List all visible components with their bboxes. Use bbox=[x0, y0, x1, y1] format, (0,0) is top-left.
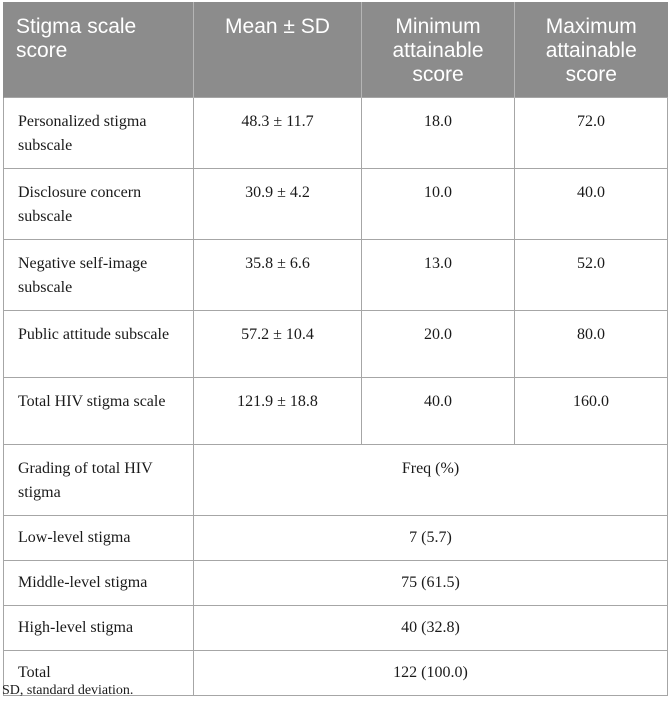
header-minimum-score: Minimum attainable score bbox=[361, 2, 515, 98]
max-score-cell: 40.0 bbox=[514, 168, 668, 240]
table-row: High-level stigma 40 (32.8) bbox=[3, 605, 668, 651]
freq-header-cell: Freq (%) bbox=[193, 444, 668, 516]
header-stigma-scale-score: Stigma scale score bbox=[3, 2, 194, 98]
row-label: Public attitude subscale bbox=[3, 310, 194, 378]
mean-sd-cell: 57.2 ± 10.4 bbox=[193, 310, 362, 378]
mean-sd-cell: 30.9 ± 4.2 bbox=[193, 168, 362, 240]
grading-label: Grading of total HIV stigma bbox=[3, 444, 194, 516]
mean-sd-cell: 48.3 ± 11.7 bbox=[193, 97, 362, 169]
max-score-cell: 72.0 bbox=[514, 97, 668, 169]
table-row: Public attitude subscale 57.2 ± 10.4 20.… bbox=[3, 310, 668, 378]
min-score-cell: 40.0 bbox=[361, 377, 515, 445]
table-row: Total HIV stigma scale 121.9 ± 18.8 40.0… bbox=[3, 377, 668, 445]
mean-sd-cell: 35.8 ± 6.6 bbox=[193, 239, 362, 311]
freq-cell: 7 (5.7) bbox=[193, 515, 668, 561]
mean-sd-cell: 121.9 ± 18.8 bbox=[193, 377, 362, 445]
stigma-table-container: Stigma scale score Mean ± SD Minimum att… bbox=[3, 2, 668, 696]
table-footnote: SD, standard deviation. bbox=[2, 683, 134, 698]
freq-cell: 75 (61.5) bbox=[193, 560, 668, 606]
min-score-cell: 18.0 bbox=[361, 97, 515, 169]
freq-cell: 40 (32.8) bbox=[193, 605, 668, 651]
max-score-cell: 80.0 bbox=[514, 310, 668, 378]
row-label: Personalized stigma subscale bbox=[3, 97, 194, 169]
freq-cell: 122 (100.0) bbox=[193, 650, 668, 696]
min-score-cell: 20.0 bbox=[361, 310, 515, 378]
max-score-cell: 160.0 bbox=[514, 377, 668, 445]
table-row: Personalized stigma subscale 48.3 ± 11.7… bbox=[3, 97, 668, 169]
table-row: Low-level stigma 7 (5.7) bbox=[3, 515, 668, 561]
grading-header-row: Grading of total HIV stigma Freq (%) bbox=[3, 444, 668, 516]
row-label: Negative self-image subscale bbox=[3, 239, 194, 311]
row-label: Total bbox=[3, 650, 194, 696]
min-score-cell: 13.0 bbox=[361, 239, 515, 311]
max-score-cell: 52.0 bbox=[514, 239, 668, 311]
table-header-row: Stigma scale score Mean ± SD Minimum att… bbox=[3, 2, 668, 98]
row-label: Low-level stigma bbox=[3, 515, 194, 561]
table-row: Middle-level stigma 75 (61.5) bbox=[3, 560, 668, 606]
table-row: Disclosure concern subscale 30.9 ± 4.2 1… bbox=[3, 168, 668, 240]
row-label: Disclosure concern subscale bbox=[3, 168, 194, 240]
row-label: High-level stigma bbox=[3, 605, 194, 651]
header-mean-sd: Mean ± SD bbox=[193, 2, 362, 98]
table-row: Negative self-image subscale 35.8 ± 6.6 … bbox=[3, 239, 668, 311]
header-maximum-score: Maximum attainable score bbox=[514, 2, 668, 98]
row-label: Middle-level stigma bbox=[3, 560, 194, 606]
min-score-cell: 10.0 bbox=[361, 168, 515, 240]
row-label: Total HIV stigma scale bbox=[3, 377, 194, 445]
stigma-score-table: Stigma scale score Mean ± SD Minimum att… bbox=[3, 2, 668, 696]
table-row: Total 122 (100.0) bbox=[3, 650, 668, 696]
